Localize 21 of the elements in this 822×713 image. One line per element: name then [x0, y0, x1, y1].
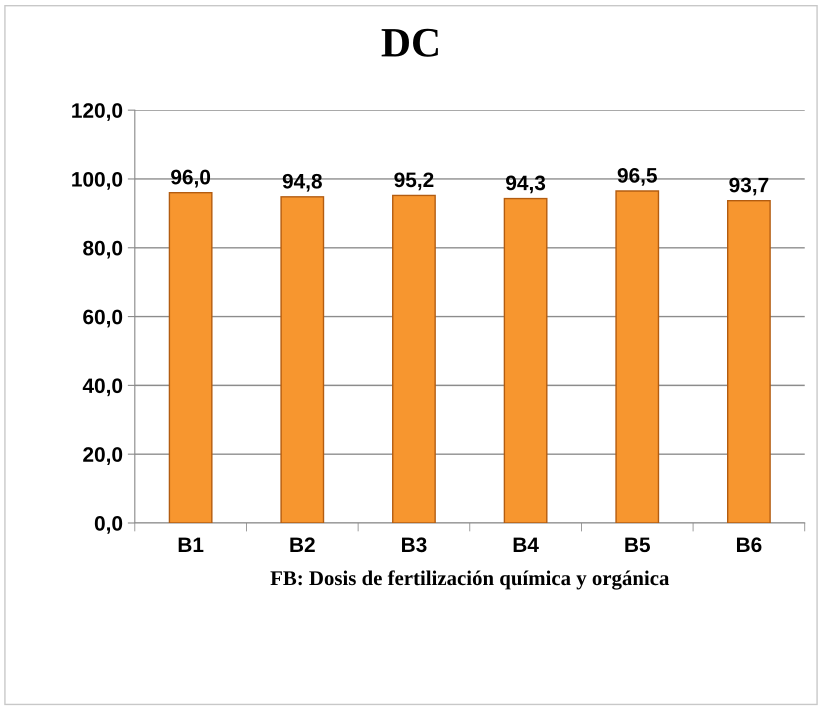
data-label: 96,0	[171, 170, 210, 188]
data-label: 94,8	[282, 174, 322, 192]
data-label: 93,7	[729, 178, 768, 196]
y-tick-label: 80,0	[83, 240, 122, 259]
x-axis-title: FB: Dosis de fertilización química y orgánica	[270, 570, 670, 590]
x-tick-label: B2	[290, 537, 315, 552]
y-tick-label: 0,0	[94, 516, 122, 534]
y-tick-label: 60,0	[83, 310, 122, 328]
x-tick-label: B4	[514, 538, 539, 552]
x-tick-label: B6	[736, 537, 762, 552]
x-tick-label: B3	[402, 537, 427, 552]
y-tick-label: 20,0	[83, 447, 122, 465]
y-tick-label: 120,0	[72, 103, 122, 121]
x-tick-label: B1	[178, 538, 204, 552]
y-tick-label: 100,0	[72, 172, 122, 190]
data-label: 94,3	[506, 176, 546, 194]
data-label: 96,5	[618, 168, 657, 186]
y-tick-label: 40,0	[82, 378, 122, 396]
chart-title: DC	[382, 28, 438, 57]
data-label: 95,2	[394, 172, 434, 190]
x-tick-label: B5	[625, 538, 650, 552]
